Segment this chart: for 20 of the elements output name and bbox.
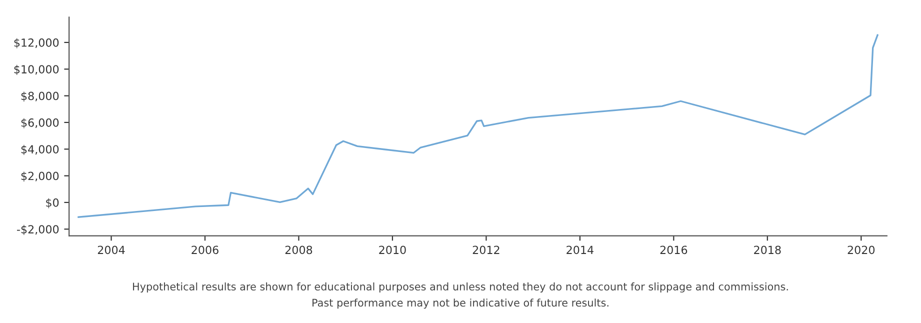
x-tick-label: 2006 <box>192 246 218 254</box>
x-tick-label: 2008 <box>285 246 312 254</box>
y-tick-label: $8,000 <box>21 92 59 102</box>
y-tick-label: $4,000 <box>21 144 59 155</box>
x-tick-label: 2012 <box>472 246 500 254</box>
y-tick-label: $10,000 <box>14 64 59 75</box>
x-tick-label: 2018 <box>754 246 781 254</box>
y-tick-label: $0 <box>46 198 59 208</box>
x-tick-label: 2020 <box>848 246 875 254</box>
x-tick-label: 2010 <box>379 246 406 254</box>
text: Hypothetical results are shown for educational purposes and unless noted they do not account for slippage and commissions. <box>133 282 788 293</box>
y-tick-label: $12,000 <box>14 38 59 48</box>
line-series <box>78 34 878 218</box>
x-tick-label: 2014 <box>566 246 594 254</box>
x-tick-label: 2004 <box>98 246 125 254</box>
y-tick-label: -$2,000 <box>17 224 59 235</box>
x-tick-label: 2016 <box>660 246 688 254</box>
y-tick-label: $6,000 <box>21 118 59 128</box>
y-tick-label: $2,000 <box>21 172 59 182</box>
text: Past performance may not be indicative of future results. <box>312 298 608 309</box>
